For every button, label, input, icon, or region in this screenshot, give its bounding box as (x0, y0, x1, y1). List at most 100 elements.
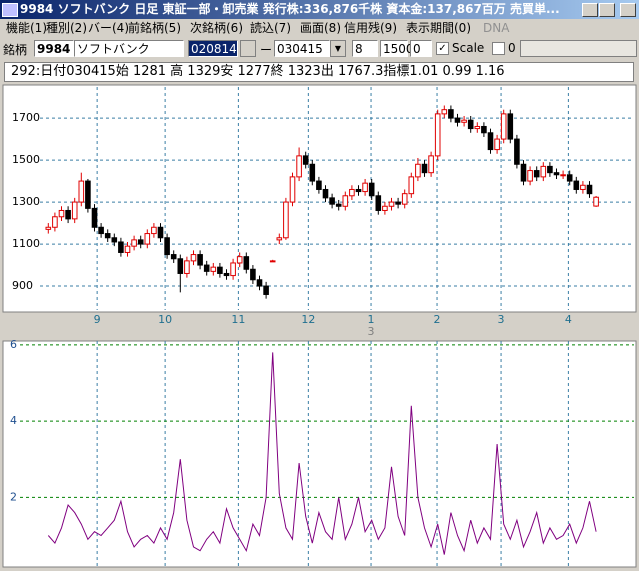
menu-item[interactable]: 種別(2) (46, 21, 87, 35)
checkbox[interactable] (492, 42, 505, 55)
candle-body (580, 184, 586, 190)
y-tick-label: 1100 (12, 237, 40, 250)
dropdown-button[interactable]: ▼ (330, 40, 346, 57)
indicator-line (47, 352, 597, 555)
candle-body (289, 176, 296, 203)
candle-body (296, 155, 302, 178)
candle-body (203, 264, 210, 272)
candle-body (45, 226, 52, 230)
x-tick-label: 2 (434, 313, 441, 326)
candle-body (124, 245, 131, 253)
candle-body (91, 207, 98, 228)
field-1[interactable]: 8 (352, 40, 378, 57)
scale-label: Scale (452, 41, 485, 55)
menu-item[interactable]: 前銘柄(5) (128, 21, 181, 35)
price-panel (2, 84, 637, 313)
x-tick-label: 4 (565, 313, 572, 326)
candle-body (362, 182, 368, 193)
candle-body (382, 205, 388, 211)
candle-body (309, 163, 316, 182)
candle-body (514, 138, 520, 165)
menu-item[interactable]: 次銘柄(6) (190, 21, 243, 35)
candle-body (177, 258, 184, 274)
candle-body (395, 201, 401, 205)
spin-button[interactable] (240, 40, 256, 57)
candle-body (527, 170, 533, 182)
candle-body (223, 272, 230, 277)
candle-body (197, 254, 203, 266)
candle-body (415, 163, 421, 178)
candle-body (467, 119, 474, 130)
candle-body (560, 174, 566, 177)
candle-body (368, 182, 375, 197)
candle-body (500, 113, 507, 140)
x-tick-label: 3 (498, 313, 505, 326)
candle-body (540, 165, 547, 178)
candle-body (533, 170, 540, 178)
candle-body (250, 268, 256, 281)
menu-item[interactable]: 信用残(9) (344, 21, 397, 35)
maximize-button[interactable] (599, 3, 615, 17)
candle-body (375, 195, 382, 211)
menu-item[interactable]: 機能(1) (6, 21, 47, 35)
name-input[interactable]: ソフトバンク (74, 40, 184, 57)
candle-body (322, 188, 329, 199)
candle-body (329, 197, 335, 205)
field-4: 0 (508, 41, 516, 55)
y-tick-label: 1500 (12, 153, 40, 166)
menu-item[interactable]: 読込(7) (250, 21, 291, 35)
candle-body (401, 193, 408, 205)
candle-body (170, 254, 177, 260)
code-input[interactable]: 9984 (34, 40, 74, 57)
candle-body (190, 254, 197, 262)
candle-body (52, 216, 58, 228)
field-3[interactable]: 0 (410, 40, 432, 57)
from-date-input[interactable]: 020814 (188, 40, 238, 57)
y-tick-label: 6 (10, 338, 17, 351)
candle-body (593, 196, 599, 207)
x-tick-label: 12 (301, 313, 315, 326)
y-tick-label: 4 (10, 414, 17, 427)
candle-body (408, 176, 415, 195)
y-tick-label: 1700 (12, 111, 40, 124)
candle-body (58, 209, 65, 218)
candle-body (98, 226, 104, 235)
candle-body (78, 180, 85, 203)
menu-item[interactable]: 表示期間(0) (406, 21, 471, 35)
candle-body (71, 201, 78, 220)
candle-body (144, 233, 151, 245)
close-button[interactable] (620, 3, 636, 17)
menu-item[interactable]: 画面(8) (300, 21, 341, 35)
scale-checkbox[interactable]: ✓ (436, 42, 449, 55)
candle-body (494, 138, 500, 151)
x-tick-label: 9 (94, 313, 101, 326)
candle-body (137, 239, 144, 245)
candle-body (131, 239, 137, 247)
candle-body (276, 237, 283, 241)
candle-body (236, 256, 243, 264)
window-title: 9984 ソフトバンク 日足 東証一部・卸売業 発行株:336,876千株 資本… (20, 2, 560, 16)
candle-body (118, 241, 124, 253)
scrollbar[interactable] (520, 40, 637, 57)
menu-item[interactable]: バー(4) (88, 21, 129, 35)
year-label: 3 (368, 325, 375, 338)
minimize-button[interactable] (582, 3, 598, 17)
candle-body (481, 125, 487, 134)
candle-body (243, 256, 250, 270)
field-2[interactable]: 1500 (380, 40, 414, 57)
menu-bar: 機能(1) 種別(2) バー(4) 前銘柄(5) 次銘柄(6) 読込(7) 画面(8) 信用残… (0, 19, 639, 37)
candle-body (461, 119, 467, 123)
candle-body (230, 262, 236, 277)
y-tick-label: 2 (10, 490, 17, 503)
candle-body (335, 203, 342, 207)
x-tick-label: 10 (158, 313, 172, 326)
candle-body (573, 180, 580, 190)
candle-body (349, 188, 355, 197)
candle-body (85, 180, 91, 209)
candle-body (283, 201, 289, 239)
y-tick-label: 900 (12, 279, 33, 292)
menu-item[interactable]: DNA (483, 21, 510, 35)
to-date-input[interactable]: 030415 (274, 40, 330, 57)
candle-body (553, 172, 560, 176)
